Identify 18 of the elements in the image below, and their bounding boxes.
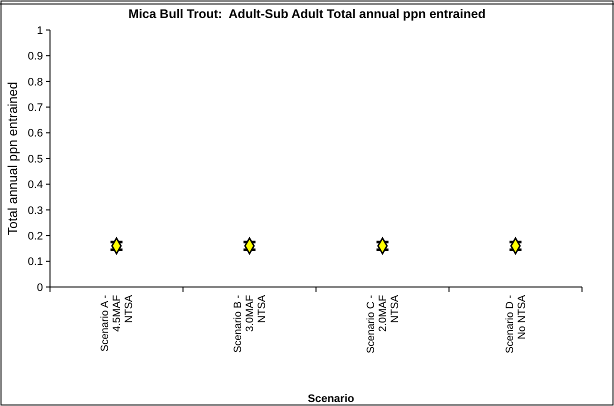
y-tick-label: 0.1 <box>28 256 43 268</box>
y-tick-label: 0.2 <box>28 230 43 242</box>
x-tick-label: Scenario C - 2.0MAF NTSA <box>365 294 402 354</box>
y-tick-label: 0.5 <box>28 153 43 166</box>
y-tick-label: 0.6 <box>28 128 43 140</box>
y-axis-title: Total annual ppn entrained <box>5 82 20 236</box>
y-tick-label: 0.8 <box>28 76 43 88</box>
chart-title: Mica Bull Trout: Adult-Sub Adult Total annual ppn entrained <box>128 7 486 21</box>
y-tick-label: 0.7 <box>28 102 43 114</box>
x-tick-label: Scenario B - 3.0MAF NTSA <box>232 294 268 353</box>
x-tick-label: Scenario D - No NTSA <box>504 294 528 354</box>
y-tick-label: 1 <box>36 24 43 37</box>
x-tick-label: Scenario A - 4.5MAF NTSA <box>99 294 136 352</box>
y-tick-label: 0.9 <box>28 50 43 63</box>
y-tick-label: 0 <box>36 282 43 294</box>
x-axis-title: Scenario <box>308 393 355 405</box>
y-tick-label: 0.3 <box>28 204 43 217</box>
y-tick-label: 0.4 <box>28 179 43 192</box>
